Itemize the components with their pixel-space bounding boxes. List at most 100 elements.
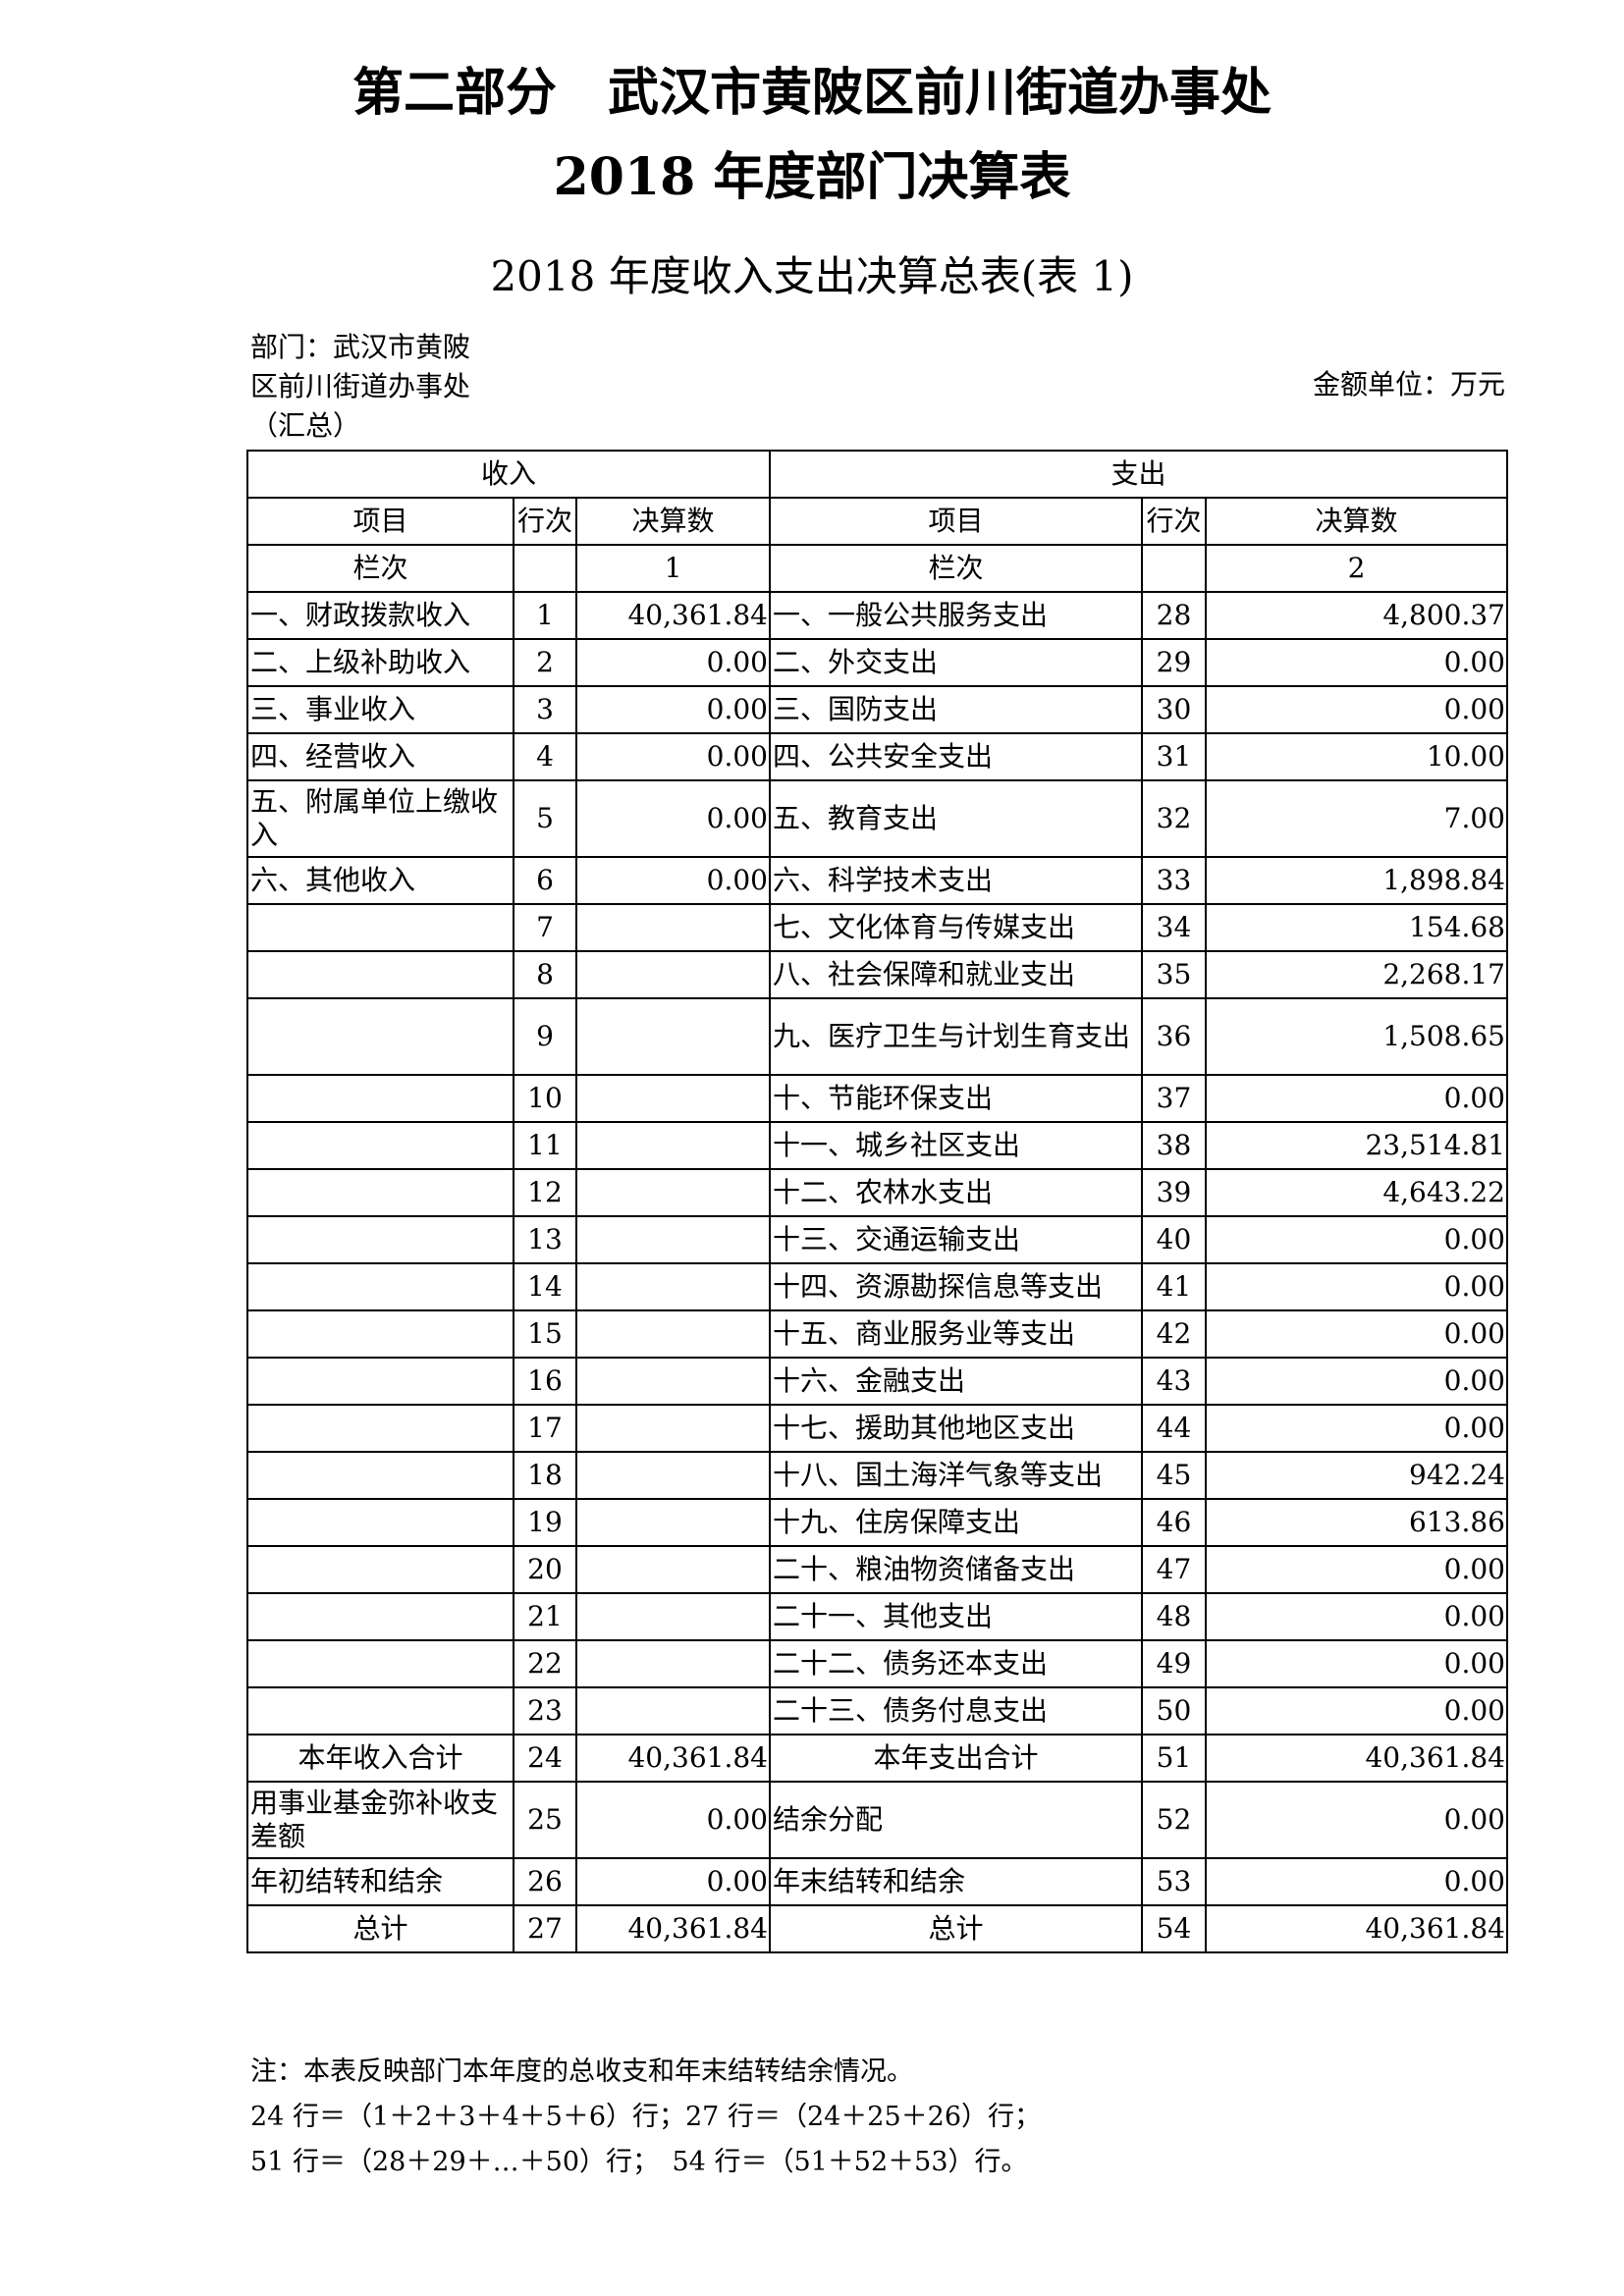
income-amount xyxy=(575,997,771,1076)
income-line-header: 行次 xyxy=(513,497,577,546)
expense-line-number: 50 xyxy=(1141,1686,1207,1735)
income-amount xyxy=(575,1215,771,1264)
budget-summary-table: 收入 支出 项目 行次 决算数 项目 行次 决算数 栏次 1 栏次 2 一、财政… xyxy=(246,450,1508,1953)
income-amount: 40,361.84 xyxy=(575,1904,771,1953)
expense-item: 十八、国土海洋气象等支出 xyxy=(769,1451,1143,1500)
expense-line-number: 52 xyxy=(1141,1781,1207,1859)
income-amount xyxy=(575,1639,771,1688)
table-row: 21 二十一、其他支出 48 0.00 xyxy=(246,1592,1508,1641)
income-item xyxy=(246,1309,514,1359)
expense-item: 二十、粮油物资储备支出 xyxy=(769,1545,1143,1594)
income-item: 二、上级补助收入 xyxy=(246,638,514,687)
income-item xyxy=(246,903,514,952)
expense-item: 年末结转和结余 xyxy=(769,1857,1143,1906)
income-line-number: 26 xyxy=(513,1857,577,1906)
income-amount: 0.00 xyxy=(575,1857,771,1906)
income-amount: 0.00 xyxy=(575,1781,771,1859)
income-line-number: 11 xyxy=(513,1121,577,1170)
expense-item: 十一、城乡社区支出 xyxy=(769,1121,1143,1170)
income-item xyxy=(246,1498,514,1547)
income-index-label: 栏次 xyxy=(246,544,514,593)
income-line-number: 16 xyxy=(513,1357,577,1406)
income-item xyxy=(246,1451,514,1500)
expense-item: 四、公共安全支出 xyxy=(769,732,1143,781)
expense-amount: 1,898.84 xyxy=(1205,856,1508,905)
expense-amount: 7.00 xyxy=(1205,779,1508,858)
income-item: 一、财政拨款收入 xyxy=(246,591,514,640)
income-amount: 40,361.84 xyxy=(575,591,771,640)
note-line: 51 行＝（28＋29＋…＋50）行； 54 行＝（51＋52＋53）行。 xyxy=(250,2147,1028,2177)
table-row: 11 十一、城乡社区支出 38 23,514.81 xyxy=(246,1121,1508,1170)
expense-line-number: 41 xyxy=(1141,1262,1207,1311)
expense-item: 十六、金融支出 xyxy=(769,1357,1143,1406)
income-item-header: 项目 xyxy=(246,497,514,546)
table-row: 六、其他收入 6 0.00 六、科学技术支出 33 1,898.84 xyxy=(246,856,1508,905)
expense-amount: 0.00 xyxy=(1205,1545,1508,1594)
table-row: 一、财政拨款收入 1 40,361.84 一、一般公共服务支出 28 4,800.37 xyxy=(246,591,1508,640)
expense-amount: 40,361.84 xyxy=(1205,1904,1508,1953)
income-item: 六、其他收入 xyxy=(246,856,514,905)
table-row: 五、附属单位上缴收入 5 0.00 五、教育支出 32 7.00 xyxy=(246,779,1508,858)
expense-item: 三、国防支出 xyxy=(769,685,1143,734)
income-line-number: 12 xyxy=(513,1168,577,1217)
note-line: 注：本表反映部门本年度的总收支和年末结转结余情况。 xyxy=(250,2056,913,2087)
table-row: 年初结转和结余 26 0.00 年末结转和结余 53 0.00 xyxy=(246,1857,1508,1906)
income-line-number: 1 xyxy=(513,591,577,640)
income-item xyxy=(246,1168,514,1217)
expense-amount: 154.68 xyxy=(1205,903,1508,952)
expense-line-number: 39 xyxy=(1141,1168,1207,1217)
income-line-number: 9 xyxy=(513,997,577,1076)
income-item xyxy=(246,1686,514,1735)
income-item: 五、附属单位上缴收入 xyxy=(246,779,514,858)
income-item: 总计 xyxy=(246,1904,514,1953)
expense-amount: 0.00 xyxy=(1205,1262,1508,1311)
income-amount xyxy=(575,1121,771,1170)
expense-item: 十七、援助其他地区支出 xyxy=(769,1404,1143,1453)
table-row: 四、经营收入 4 0.00 四、公共安全支出 31 10.00 xyxy=(246,732,1508,781)
expense-amount: 0.00 xyxy=(1205,1074,1508,1123)
income-amount xyxy=(575,1686,771,1735)
expense-amount: 613.86 xyxy=(1205,1498,1508,1547)
table-row: 19 十九、住房保障支出 46 613.86 xyxy=(246,1498,1508,1547)
table-row: 三、事业收入 3 0.00 三、国防支出 30 0.00 xyxy=(246,685,1508,734)
table-row: 本年收入合计 24 40,361.84 本年支出合计 51 40,361.84 xyxy=(246,1734,1508,1783)
expense-amount: 0.00 xyxy=(1205,1404,1508,1453)
expense-amount: 1,508.65 xyxy=(1205,997,1508,1076)
income-item xyxy=(246,1262,514,1311)
expense-item: 八、社会保障和就业支出 xyxy=(769,950,1143,999)
income-amount xyxy=(575,1404,771,1453)
income-line-number: 25 xyxy=(513,1781,577,1859)
table-row: 17 十七、援助其他地区支出 44 0.00 xyxy=(246,1404,1508,1453)
expense-item: 本年支出合计 xyxy=(769,1734,1143,1783)
expense-line-number: 35 xyxy=(1141,950,1207,999)
income-item xyxy=(246,1404,514,1453)
income-amount xyxy=(575,950,771,999)
income-item xyxy=(246,950,514,999)
income-item xyxy=(246,1545,514,1594)
income-amount-header: 决算数 xyxy=(575,497,771,546)
income-line-number: 27 xyxy=(513,1904,577,1953)
expense-item: 十三、交通运输支出 xyxy=(769,1215,1143,1264)
income-line-number: 19 xyxy=(513,1498,577,1547)
table-row: 16 十六、金融支出 43 0.00 xyxy=(246,1357,1508,1406)
income-line-number: 3 xyxy=(513,685,577,734)
document-title: 第二部分 武汉市黄陂区前川街道办事处 xyxy=(352,63,1272,123)
table-row: 总计 27 40,361.84 总计 54 40,361.84 xyxy=(246,1904,1508,1953)
expense-amount: 10.00 xyxy=(1205,732,1508,781)
expense-item: 七、文化体育与传媒支出 xyxy=(769,903,1143,952)
expense-amount: 0.00 xyxy=(1205,638,1508,687)
income-index-blank xyxy=(513,544,577,593)
income-amount xyxy=(575,1451,771,1500)
column-index-row: 栏次 1 栏次 2 xyxy=(246,544,1508,593)
income-item xyxy=(246,1357,514,1406)
group-header-row: 收入 支出 xyxy=(246,450,1508,499)
expense-line-number: 44 xyxy=(1141,1404,1207,1453)
income-amount xyxy=(575,1592,771,1641)
income-amount: 0.00 xyxy=(575,732,771,781)
income-amount xyxy=(575,1168,771,1217)
expense-line-number: 45 xyxy=(1141,1451,1207,1500)
income-item xyxy=(246,1121,514,1170)
unit-label: 金额单位：万元 xyxy=(1312,368,1505,400)
expense-item: 五、教育支出 xyxy=(769,779,1143,858)
expense-item: 六、科学技术支出 xyxy=(769,856,1143,905)
